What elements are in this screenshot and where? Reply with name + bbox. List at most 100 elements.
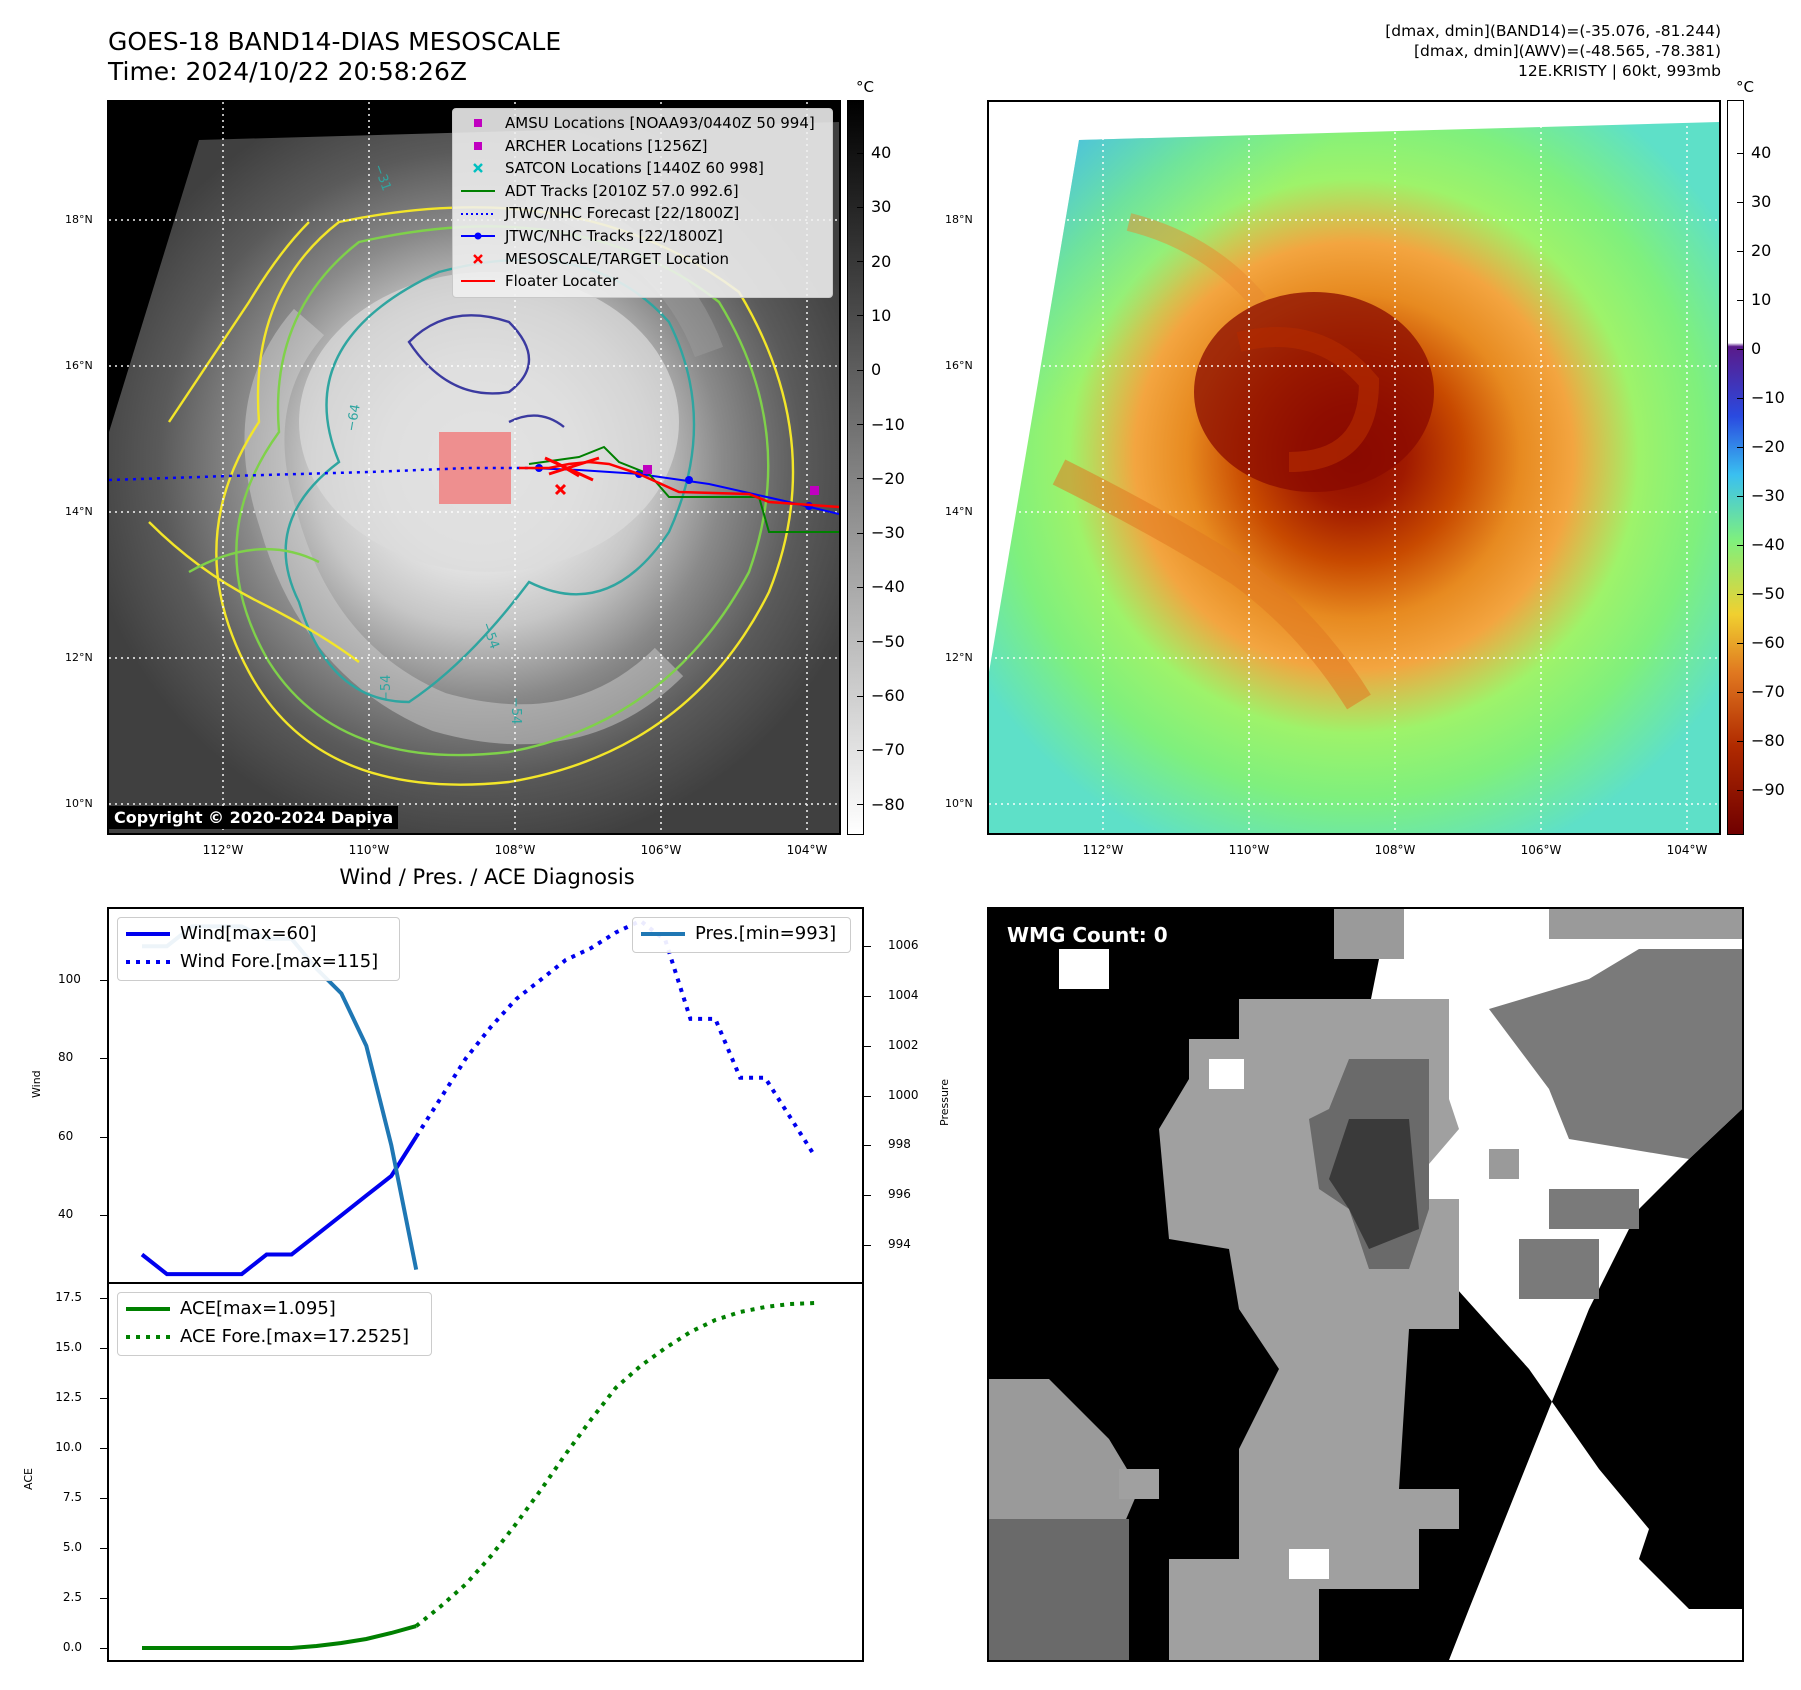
band14-colorbar-tick: −70 [857,740,905,760]
svg-text:−54: −54 [379,675,394,702]
legend-label: Floater Locater [505,272,619,291]
pressure-legend: Pres.[min=993] [632,917,851,953]
diagnosis-title: Wind / Pres. / ACE Diagnosis [339,865,635,889]
ace-tick-mark [100,1398,107,1399]
ace-tick-label: 17.5 [55,1290,82,1304]
awv-colorbar-tick: −70 [1737,682,1785,701]
ace-tick-label: 0.0 [62,1640,82,1654]
lat-label: 18°N [65,213,93,226]
legend-label: ACE Fore.[max=17.2525] [180,1326,409,1347]
lon-label: 108°W [1374,843,1416,857]
band14-unit: °C [856,78,874,96]
square-legend-icon [461,116,495,130]
line-legend-icon [461,274,495,288]
wind-legend-entry: Wind Fore.[max=115] [126,948,391,976]
awv-colorbar-tick: −10 [1737,388,1785,407]
wmg-count: WMG Count: 0 [1007,923,1168,947]
legend-entry: Floater Locater [461,270,824,293]
lat-label: 10°N [945,797,973,810]
ace-tick-mark [100,1548,107,1549]
copyright-label: Copyright © 2020-2024 Dapiya [109,806,399,829]
band14-colorbar-tick: −50 [857,631,905,651]
lat-label: 10°N [65,797,93,810]
line-legend-icon [126,1302,170,1316]
wind-series [140,1135,418,1277]
awv-colorbar-tick: 30 [1736,192,1772,211]
lon-label: 106°W [640,843,682,857]
legend-entry: ARCHER Locations [1256Z] [461,135,824,158]
wind-legend-entry: Wind[max=60] [126,920,391,948]
ace-tick-label: 12.5 [55,1390,82,1404]
awv-colorbar-tick: −50 [1737,584,1785,603]
info-band14-range: [dmax, dmin](BAND14)=(-35.076, -81.244) [1385,22,1721,40]
pressure-tick-mark [864,996,871,998]
wind-axis-label: Wind [30,1070,43,1098]
legend-entry: JTWC/NHC Forecast [22/1800Z] [461,202,824,225]
pressure-tick-mark [864,1194,871,1196]
ace-tick-mark [100,1598,107,1599]
band14-colorbar-tick: −80 [857,794,905,814]
awv-colorbar-tick: 40 [1736,143,1772,162]
wind-forecast-series [414,918,817,1158]
legend-entry: JTWC/NHC Tracks [22/1800Z] [461,225,824,248]
band14-colorbar [847,100,864,835]
lon-label: 108°W [494,843,536,857]
pressure-tick-mark [864,1045,871,1047]
ace-tick-mark [100,1298,107,1299]
info-storm: 12E.KRISTY | 60kt, 993mb [1518,62,1721,80]
svg-text:−64: −64 [344,403,364,433]
awv-colorbar-tick: −60 [1737,633,1785,652]
line-legend-icon [641,927,685,941]
ace-legend-entry: ACE[max=1.095] [126,1295,423,1323]
legend-label: MESOSCALE/TARGET Location [505,249,730,268]
pressure-tick-label: 1000 [888,1087,919,1102]
legend-entry: SATCON Locations [1440Z 60 998] [461,157,824,180]
ace-axis-label: ACE [22,1468,35,1490]
awv-colorbar-tick: 20 [1736,241,1772,260]
figure-time: Time: 2024/10/22 20:58:26Z [108,57,467,86]
pressure-tick-label: 994 [888,1236,911,1251]
legend-entry: AMSU Locations [NOAA93/0440Z 50 994] [461,112,824,135]
dotted-legend-icon [461,207,495,221]
awv-colorbar-tick: −40 [1737,535,1785,554]
ace-tick-mark [100,1648,107,1649]
band14-colorbar-tick: 30 [856,197,892,217]
lat-label: 18°N [945,213,973,226]
ace-tick-label: 10.0 [55,1440,82,1454]
wind-tick-mark [100,979,107,981]
lat-label: 14°N [945,505,973,518]
awv-colorbar-tick: 0 [1736,339,1762,358]
awv-colorbar [1727,100,1744,835]
wind-tick-mark [100,1215,107,1217]
x-legend-icon [461,252,495,266]
awv-unit: °C [1736,78,1754,96]
lat-label: 12°N [945,651,973,664]
legend-entry: MESOSCALE/TARGET Location [461,248,824,271]
lon-label: 104°W [1666,843,1708,857]
legend-label: ARCHER Locations [1256Z] [505,136,708,155]
band14-colorbar-tick: 40 [856,143,892,162]
lon-label: 112°W [202,843,244,857]
lat-label: 16°N [945,359,973,372]
awv-colorbar-tick: 10 [1736,290,1772,309]
lon-label: 110°W [348,843,390,857]
band14-colorbar-tick: −60 [857,686,905,705]
amsu-marker [643,465,652,474]
pressure-tick-mark [864,1244,871,1246]
band14-colorbar-tick: 10 [856,305,892,325]
wind-tick-label: 60 [58,1128,74,1143]
band14-colorbar-tick: −10 [857,414,905,434]
lon-label: 112°W [1082,843,1124,857]
wind-pressure-plot [107,907,864,1284]
band14-colorbar-tick: 20 [856,251,892,271]
ace-forecast-series [414,1301,816,1628]
awv-colorbar-tick: −20 [1737,437,1785,456]
legend-label: ACE[max=1.095] [180,1298,336,1319]
wmg-panel: WMG Count: 0 [987,907,1744,1662]
ace-legend: ACE[max=1.095] ACE Fore.[max=17.2525] [117,1292,432,1356]
line-legend-icon [126,1330,170,1344]
pressure-legend-entry: Pres.[min=993] [641,920,842,948]
line-dot-legend-icon [461,229,495,243]
ace-legend-entry: ACE Fore.[max=17.2525] [126,1323,423,1351]
square-legend-icon [461,139,495,153]
